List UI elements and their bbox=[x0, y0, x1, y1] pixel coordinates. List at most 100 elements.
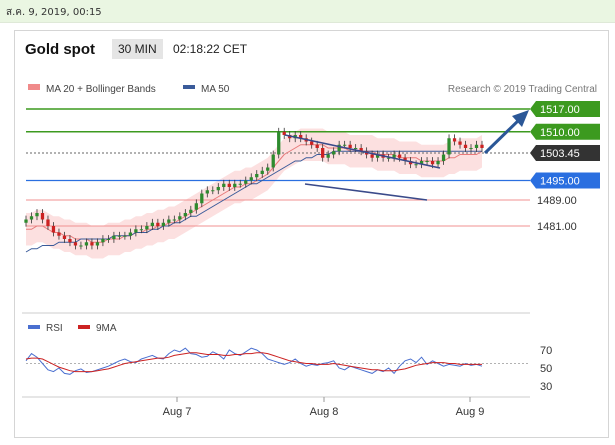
candle bbox=[62, 231, 67, 243]
candle bbox=[150, 218, 155, 230]
candle bbox=[73, 238, 78, 250]
candle bbox=[348, 140, 352, 152]
candle bbox=[172, 215, 176, 224]
x-tick-label: Aug 7 bbox=[163, 406, 192, 418]
candle bbox=[189, 205, 193, 217]
x-axis-ticks: Aug 7 Aug 8 Aug 9 bbox=[163, 397, 485, 418]
candle bbox=[178, 212, 182, 224]
rsi-ma-line bbox=[25, 352, 482, 373]
rsi-tick-30: 30 bbox=[540, 381, 552, 393]
candle bbox=[194, 199, 198, 214]
level-label-1489-00: 1489.00 bbox=[537, 195, 577, 207]
candle bbox=[128, 228, 133, 240]
x-tick-label: Aug 9 bbox=[456, 406, 485, 418]
candle bbox=[474, 140, 479, 152]
top-bar-date: ส.ค. 9, 2019, 00:15 bbox=[6, 7, 102, 18]
projection-arrow-line bbox=[483, 115, 524, 155]
rsi-panel: 70 50 30 bbox=[25, 345, 552, 393]
candle bbox=[337, 140, 341, 156]
lower-trendline bbox=[304, 183, 428, 201]
candle bbox=[167, 215, 171, 227]
level-label-text: 1495.00 bbox=[540, 176, 580, 188]
candle bbox=[46, 215, 50, 230]
candle bbox=[359, 144, 363, 156]
candle bbox=[233, 179, 237, 191]
candle bbox=[35, 209, 39, 221]
candle bbox=[277, 127, 281, 159]
candle bbox=[123, 231, 127, 240]
candle bbox=[447, 134, 451, 159]
candle bbox=[249, 173, 253, 185]
legend-ma50-label: MA 50 bbox=[201, 84, 230, 95]
candle bbox=[57, 228, 61, 240]
level-label-1481-00: 1481.00 bbox=[537, 221, 577, 233]
rsi-legend-label: RSI bbox=[46, 323, 63, 334]
level-label-1495-00: 1495.00 bbox=[530, 172, 600, 189]
candle bbox=[227, 179, 231, 191]
candle bbox=[436, 157, 440, 169]
candle bbox=[205, 186, 209, 198]
rsi-ma-legend-swatch bbox=[78, 325, 90, 329]
candle bbox=[29, 212, 34, 224]
legend-ma20-swatch bbox=[28, 84, 40, 90]
candle bbox=[403, 153, 407, 165]
candle bbox=[408, 157, 413, 169]
timeframe-badge[interactable]: 30 MIN bbox=[112, 39, 163, 59]
price-levels bbox=[26, 108, 530, 227]
level-label-1503-45: 1503.45 bbox=[530, 145, 600, 162]
candle bbox=[326, 150, 330, 162]
candle bbox=[106, 235, 111, 243]
candle bbox=[321, 144, 325, 162]
candle bbox=[24, 215, 28, 227]
page-title: Gold spot bbox=[25, 41, 95, 58]
level-label-text: 1503.45 bbox=[540, 148, 580, 160]
candle bbox=[216, 183, 220, 195]
candle bbox=[68, 235, 72, 247]
candle bbox=[95, 238, 100, 250]
candle bbox=[255, 170, 259, 182]
candle bbox=[271, 150, 275, 172]
candle bbox=[244, 176, 248, 188]
candle bbox=[139, 225, 144, 234]
legend-ma50-swatch bbox=[183, 85, 195, 89]
candle bbox=[101, 235, 105, 247]
candle bbox=[332, 147, 336, 159]
candle bbox=[370, 150, 374, 162]
candle bbox=[238, 179, 242, 188]
candle bbox=[414, 160, 418, 169]
candle bbox=[161, 218, 165, 230]
candle bbox=[183, 209, 187, 221]
top-bar: ส.ค. 9, 2019, 00:15 bbox=[0, 0, 615, 23]
level-label-text: 1481.00 bbox=[537, 221, 577, 233]
level-label-1517-00: 1517.00 bbox=[530, 101, 600, 117]
candle bbox=[375, 150, 380, 162]
level-label-text: 1517.00 bbox=[540, 104, 580, 116]
candle bbox=[469, 144, 473, 152]
candle bbox=[392, 150, 396, 162]
rsi-ma-legend-label: 9MA bbox=[96, 323, 117, 334]
candle bbox=[222, 179, 226, 191]
chart-time: 02:18:22 CET bbox=[173, 42, 248, 56]
candle bbox=[458, 137, 462, 149]
chart-card: Gold spot 30 MIN 02:18:22 CET bbox=[14, 30, 609, 438]
candle bbox=[441, 150, 446, 165]
candle bbox=[51, 222, 56, 237]
candle bbox=[315, 140, 319, 152]
candle bbox=[40, 209, 45, 224]
candles bbox=[24, 127, 484, 250]
candle bbox=[200, 189, 204, 208]
candle bbox=[84, 238, 89, 250]
candle bbox=[260, 166, 264, 178]
candle bbox=[266, 163, 270, 175]
candle bbox=[425, 157, 429, 165]
candle bbox=[419, 157, 424, 169]
candle bbox=[463, 140, 468, 152]
candle bbox=[156, 218, 160, 230]
candle bbox=[480, 140, 484, 152]
rsi-line bbox=[25, 347, 483, 375]
level-label-box bbox=[530, 123, 600, 140]
level-label-box bbox=[530, 101, 600, 117]
x-tick-label: Aug 8 bbox=[310, 406, 339, 418]
level-label-box bbox=[530, 172, 600, 189]
